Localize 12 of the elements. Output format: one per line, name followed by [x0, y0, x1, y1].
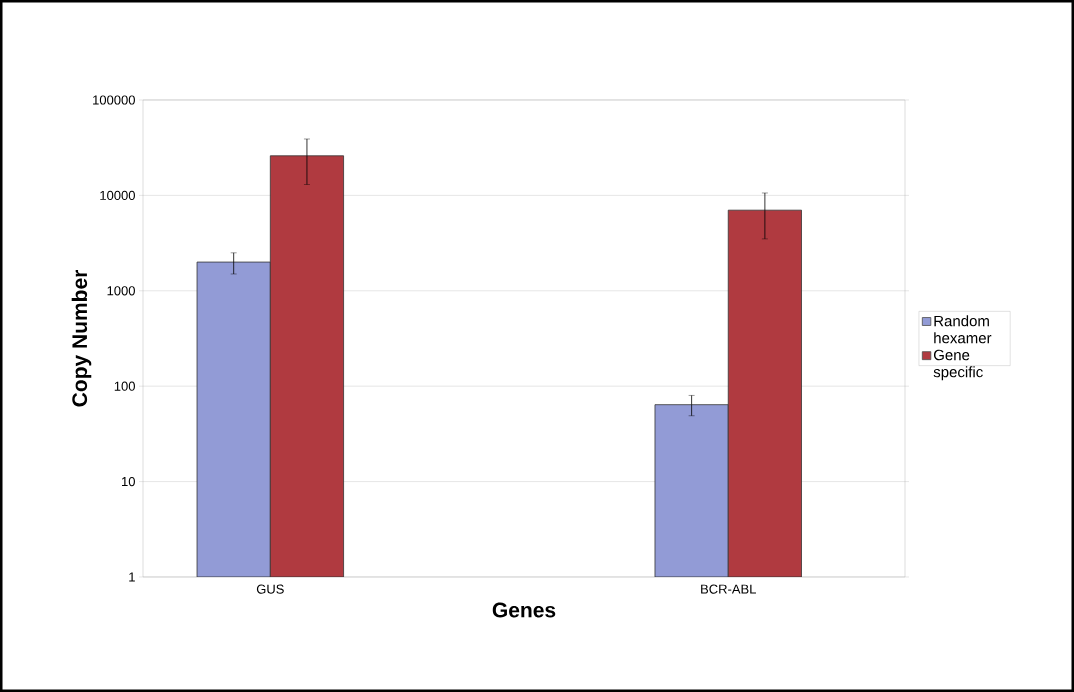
legend-label: Random hexamer	[934, 315, 992, 344]
y-tick-label: 100	[114, 381, 135, 391]
y-tick-label: 100000	[93, 95, 135, 105]
y-tick-label: 1000	[107, 286, 135, 296]
x-tick-label: GUS	[256, 584, 284, 594]
x-tick-label: BCR-ABL	[701, 584, 756, 594]
y-axis-title: Copy Number	[71, 269, 92, 407]
legend-label: Gene specific	[933, 349, 983, 381]
x-axis-title: Genes	[492, 602, 556, 618]
y-tick-label: 10000	[100, 190, 135, 200]
y-tick-label: 1	[129, 572, 135, 582]
y-tick-label: 10	[122, 476, 135, 487]
